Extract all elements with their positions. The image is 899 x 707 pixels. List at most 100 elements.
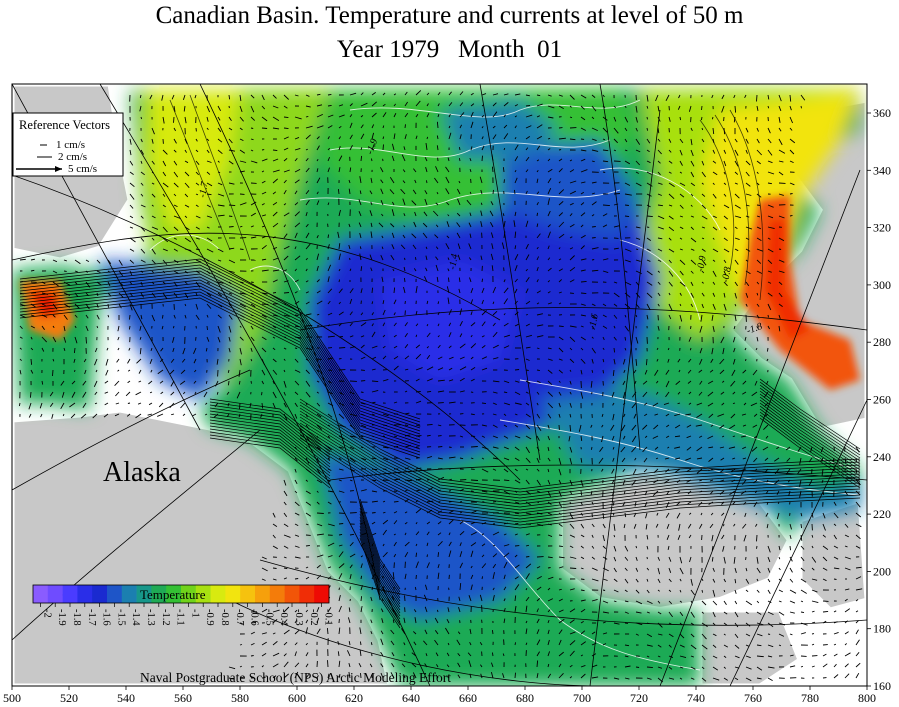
current-vector [205, 347, 208, 352]
current-vector [514, 554, 518, 558]
current-vector [514, 311, 519, 316]
current-vector [657, 325, 660, 331]
current-vector [624, 589, 628, 593]
current-vector [470, 111, 474, 118]
current-vector [349, 298, 353, 305]
current-jet [299, 413, 861, 505]
current-vector [558, 413, 561, 418]
current-vector [239, 358, 242, 366]
current-vector [789, 545, 791, 551]
current-vector [665, 435, 670, 438]
current-jet [299, 398, 861, 490]
current-vector [400, 244, 406, 250]
current-vector [745, 226, 753, 230]
current-vector [707, 380, 714, 384]
current-jet [19, 285, 421, 447]
current-vector [327, 288, 333, 294]
current-vector [492, 331, 498, 338]
current-vector [217, 325, 221, 333]
current-vector [569, 567, 577, 569]
current-vector [745, 248, 751, 252]
current-vector [162, 149, 168, 155]
current-vector [855, 629, 859, 635]
current-vector [547, 224, 551, 228]
current-vector [389, 189, 395, 195]
current-vector [621, 424, 626, 432]
current-vector [272, 222, 279, 228]
current-vector [250, 380, 252, 384]
current-vector [467, 652, 472, 657]
current-vector [481, 435, 486, 438]
current-vector [612, 402, 615, 406]
current-vector [756, 666, 763, 671]
current-vector [689, 512, 692, 515]
current-vector [696, 446, 703, 452]
current-jet [299, 407, 861, 499]
current-vector [382, 112, 387, 118]
current-vector [305, 190, 310, 195]
current-vector [558, 501, 563, 508]
current-vector [272, 325, 277, 329]
current-vector [470, 446, 478, 448]
current-vector [720, 479, 725, 482]
current-vector [139, 336, 142, 340]
current-vector [283, 116, 289, 119]
current-vector [480, 210, 483, 217]
current-vector [690, 215, 694, 218]
current-vector [490, 221, 494, 228]
current-vector [140, 193, 144, 197]
current-vector [547, 435, 551, 441]
current-vector [558, 391, 562, 396]
current-vector [480, 221, 483, 228]
current-vector [492, 125, 496, 129]
current-vector [228, 247, 235, 250]
current-vector [613, 127, 619, 134]
current-vector [338, 413, 345, 419]
current-vector [657, 160, 661, 164]
current-vector [338, 457, 342, 461]
current-vector [206, 204, 211, 208]
current-vector [129, 259, 135, 264]
current-vector [688, 402, 692, 405]
current-vector [514, 576, 519, 580]
current-vector [349, 564, 353, 569]
current-vector [459, 320, 463, 327]
current-vector [492, 391, 498, 394]
current-vector [436, 664, 439, 668]
current-vector [789, 556, 793, 562]
current-vector [41, 303, 46, 306]
current-vector [316, 380, 320, 383]
current-vector [437, 521, 442, 525]
current-vector [547, 358, 553, 361]
current-vector [140, 314, 143, 320]
current-vector [547, 369, 553, 374]
current-vector [348, 244, 351, 250]
current-vector [161, 314, 164, 319]
current-vector [558, 639, 562, 646]
current-vector [665, 413, 670, 417]
current-vector [645, 512, 648, 519]
current-vector [401, 663, 406, 668]
current-vector [712, 259, 716, 262]
current-vector [734, 281, 738, 287]
current-vector [316, 446, 321, 450]
current-vector [685, 413, 692, 416]
current-vector [687, 523, 692, 529]
current-vector [84, 369, 87, 375]
current-vector [140, 237, 145, 242]
current-vector [459, 551, 463, 558]
current-vector [415, 367, 423, 371]
current-vector [800, 611, 805, 614]
current-vector [250, 138, 254, 141]
current-vector [490, 662, 494, 668]
current-vector [591, 116, 595, 120]
current-vector [701, 578, 704, 582]
current-vector [785, 446, 791, 451]
current-vector [613, 622, 620, 625]
current-jet [759, 411, 861, 483]
current-vector [469, 233, 472, 239]
current-vector [470, 367, 476, 371]
current-vector [679, 149, 683, 156]
current-vector [711, 534, 714, 542]
current-vector [426, 500, 434, 503]
